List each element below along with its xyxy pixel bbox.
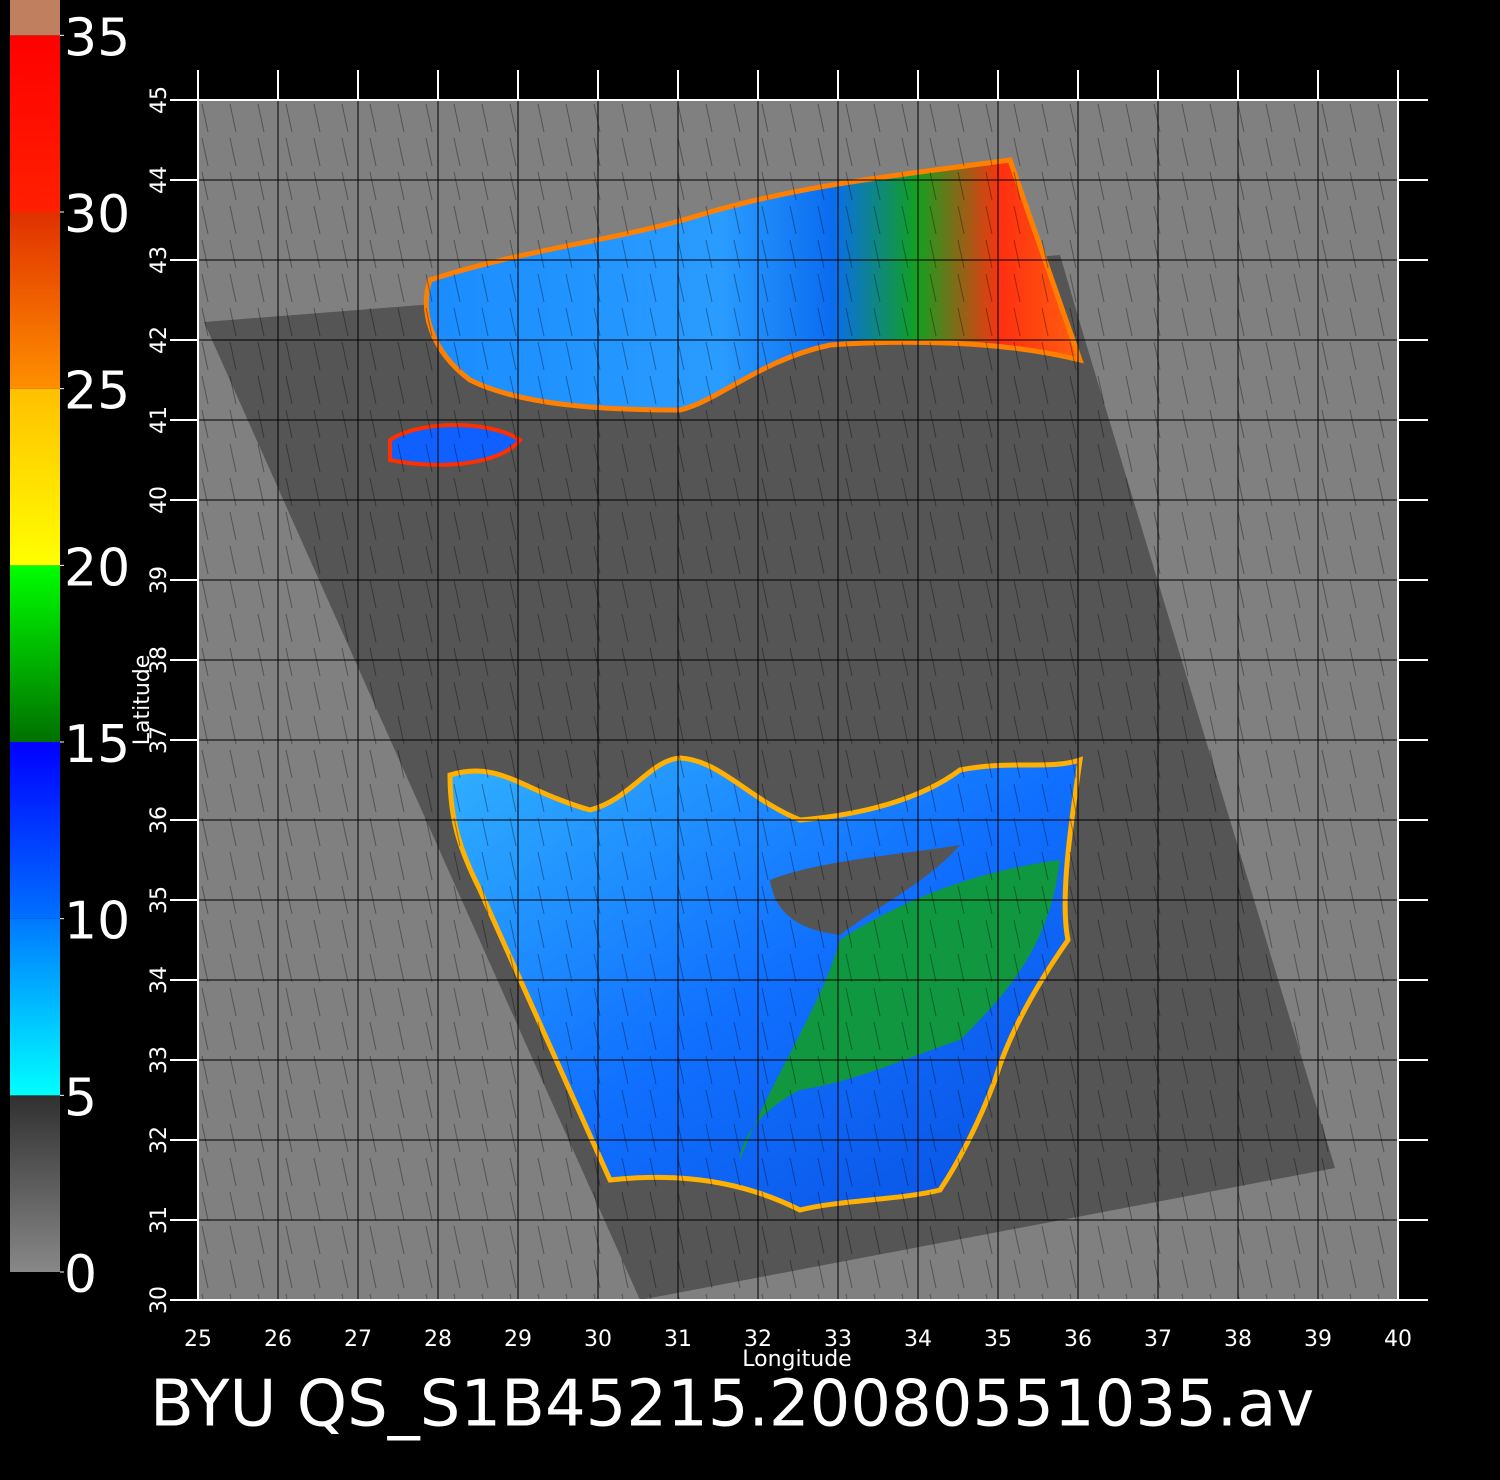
y-tick-label: 41 (147, 406, 172, 434)
colorbar-segment (10, 918, 60, 1096)
y-axis-label: Latitude (130, 655, 155, 746)
colorbar-tick-label: 5 (64, 1068, 97, 1128)
colorbar-tick-label: 20 (64, 538, 130, 598)
y-tick-label: 42 (147, 326, 172, 354)
title: BYU QS_S1B45215.20080551035.av (150, 1368, 1314, 1442)
x-tick-label: 38 (1224, 1327, 1252, 1352)
plot-frame (197, 99, 1399, 1301)
colorbar-segment (10, 1095, 60, 1272)
x-tick-label: 26 (264, 1327, 292, 1352)
y-tick-label: 38 (147, 646, 172, 674)
x-tick-label: 32 (744, 1327, 772, 1352)
y-tick-label: 44 (147, 166, 172, 194)
x-tick-label: 39 (1304, 1327, 1332, 1352)
x-tick-label: 30 (584, 1327, 612, 1352)
colorbar-segment (10, 0, 60, 36)
x-tick-label: 34 (904, 1327, 932, 1352)
colorbar-tick-label: 25 (64, 362, 130, 422)
y-tick-label: 30 (147, 1286, 172, 1314)
x-tick-label: 25 (184, 1327, 212, 1352)
x-tick-label: 37 (1144, 1327, 1172, 1352)
y-tick-label: 37 (147, 726, 172, 754)
y-tick-label: 32 (147, 1126, 172, 1154)
y-tick-label: 33 (147, 1046, 172, 1074)
colorbar-tick-label: 15 (64, 715, 130, 775)
colorbar-tick-label: 30 (64, 185, 130, 245)
colorbar-segment (10, 742, 60, 919)
colorbar-segment (10, 35, 60, 213)
x-tick-label: 31 (664, 1327, 692, 1352)
x-tick-label: 33 (824, 1327, 852, 1352)
y-tick-label: 34 (147, 966, 172, 994)
colorbar-segment (10, 388, 60, 566)
x-tick-label: 27 (344, 1327, 372, 1352)
y-tick-label: 43 (147, 246, 172, 274)
y-tick-label: 31 (147, 1206, 172, 1234)
colorbar-tick-label: 0 (64, 1245, 97, 1305)
colorbar-tick-label: 35 (64, 8, 130, 68)
colorbar-segment (10, 212, 60, 389)
y-tick-label: 35 (147, 886, 172, 914)
y-tick-label: 39 (147, 566, 172, 594)
x-tick-label: 40 (1384, 1327, 1412, 1352)
x-tick-label: 28 (424, 1327, 452, 1352)
grid: 25 26 27 28 29 30 31 32 33 34 35 36 37 38 39 40 30 31 32 33… (147, 70, 1428, 1352)
colorbar-tick-label: 10 (64, 892, 130, 952)
x-tick-label: 36 (1064, 1327, 1092, 1352)
y-tick-label: 45 (147, 86, 172, 114)
colorbar: 0 5 10 15 20 25 30 35 (10, 0, 130, 1305)
x-axis-label: Longitude (742, 1347, 851, 1372)
x-tick-label: 29 (504, 1327, 532, 1352)
wind-barbs (198, 100, 1398, 1300)
colorbar-segment (10, 565, 60, 742)
y-tick-label: 36 (147, 806, 172, 834)
y-tick-label: 40 (147, 486, 172, 514)
x-tick-label: 35 (984, 1327, 1012, 1352)
